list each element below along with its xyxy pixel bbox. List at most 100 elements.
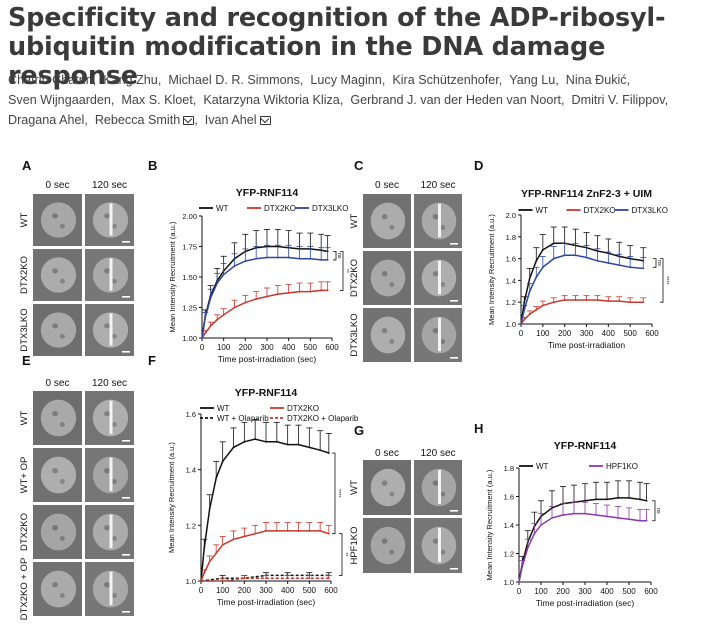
micrograph [363,460,411,515]
time-label: 0 sec [375,180,399,191]
author-separator: , [626,73,634,87]
author-link[interactable]: Michael D. R. Simmons, [168,73,310,87]
nucleus [40,312,77,348]
series-wt [520,226,647,325]
author-link[interactable]: Dmitri V. Filippov, [572,93,672,107]
bracket-line [653,258,657,268]
data-point [286,443,289,446]
x-tick-label: 200 [238,586,252,595]
micrograph [85,249,134,301]
x-tick-label: 100 [536,329,550,338]
author-link[interactable]: Nina Đukić, [566,73,634,87]
author-name: Max S. Kloet [121,93,193,107]
micrograph [85,194,134,246]
nucleolus [104,410,110,417]
legend-item: DTX2KO + Olaparib [270,414,359,423]
micrograph [414,251,462,305]
chart-title: YFP-RNF114 [235,387,298,399]
legend-item: DTX3LKO [295,204,348,213]
micrograph [363,251,411,305]
data-point [254,438,257,440]
author-link[interactable]: Katarzyna Wiktoria Kliza, [203,93,350,107]
time-label: 0 sec [46,180,70,191]
data-point [528,277,531,280]
author-link[interactable]: Dragana Ahel, [8,113,95,127]
scale-bar [122,241,130,243]
author-link[interactable]: Kang Zhu, [103,73,168,87]
x-tick-label: 400 [600,587,614,596]
chart-panel-f: F YFP-RNF114 0 100 200 300 400 500 600 1.0 1.2 1.4 1… [148,353,359,607]
author-link[interactable]: Chatrin Chatrin, [8,73,103,87]
micrograph [85,448,134,502]
nucleolus [381,480,388,486]
x-tick-label: 300 [578,587,592,596]
data-point [243,535,246,538]
x-tick-label: 100 [216,586,230,595]
author-name: Chatrin Chatrin [8,73,93,87]
author-name: Lucy Maginn [310,73,382,87]
bracket-line [332,452,336,535]
data-point [606,515,608,518]
significance-bracket: ns [653,258,662,268]
author-link[interactable]: Ivan Ahel [205,113,271,127]
series-line [201,289,328,339]
x-tick-label: 0 [517,587,522,596]
nucleus [40,513,77,551]
nucleolus [104,581,110,588]
data-point [287,291,290,294]
data-point [535,276,538,279]
scale-bar [450,243,458,245]
data-point [628,497,630,499]
email-icon[interactable] [183,116,195,125]
data-point [645,499,648,502]
micrograph [85,505,134,559]
email-icon[interactable] [259,116,271,125]
series-wt [201,229,331,339]
significance-label: **** [335,489,341,498]
author-link[interactable]: Rebecca Smith, [95,113,205,127]
author-link[interactable]: Sven Wijngaarden, [8,93,121,107]
y-tick-label: 1.4 [504,521,514,530]
nucleolus [59,479,65,484]
x-axis-label: Time post-irradiation (sec) [218,354,317,364]
micrograph [33,194,82,246]
data-point [208,507,211,510]
author-separator: , [110,93,122,107]
row-label: DTX2KO + OP [19,558,30,621]
data-point [523,318,526,321]
author-link[interactable]: Kira Schützenhofer, [392,73,509,87]
data-point [309,290,312,293]
y-axis-label: Mean Intensity Recruitment (a.u.) [168,221,177,332]
panel-letter: E [22,353,31,368]
data-point [255,298,258,300]
bracket-line [333,250,337,261]
panel-letter: G [354,423,364,438]
author-separator: , [299,73,311,87]
nucleolus [111,333,117,339]
nucleus [370,259,406,297]
data-point [233,265,236,267]
author-link[interactable]: Max S. Kloet, [121,93,203,107]
data-point [607,262,610,264]
panel-letter: D [474,158,483,173]
author-link[interactable]: Gerbrand J. van der Heden van Noort, [350,93,571,107]
data-point [642,267,645,270]
time-label: 120 sec [92,180,127,191]
data-point [216,282,219,284]
y-tick-label: 1.50 [182,273,197,282]
data-point [298,290,301,293]
row-label: DTX2KO [19,513,30,551]
nucleolus [381,538,388,544]
nucleus [40,399,77,437]
author-link[interactable]: Yang Lu, [509,73,565,87]
nucleolus [59,593,65,598]
nucleolus [432,327,439,334]
author-link[interactable]: Lucy Maginn, [310,73,392,87]
laser-stripe [438,527,441,562]
data-point [607,300,610,303]
scale-bar [122,296,130,298]
row-label: DTX3LKO [349,313,360,356]
row-label: WT [19,410,30,425]
microscopy-panel-e: E 0 sec 120 sec WT WT+ OP DTX2KO DTX2KO + OP [19,353,134,620]
series-line [518,497,647,583]
